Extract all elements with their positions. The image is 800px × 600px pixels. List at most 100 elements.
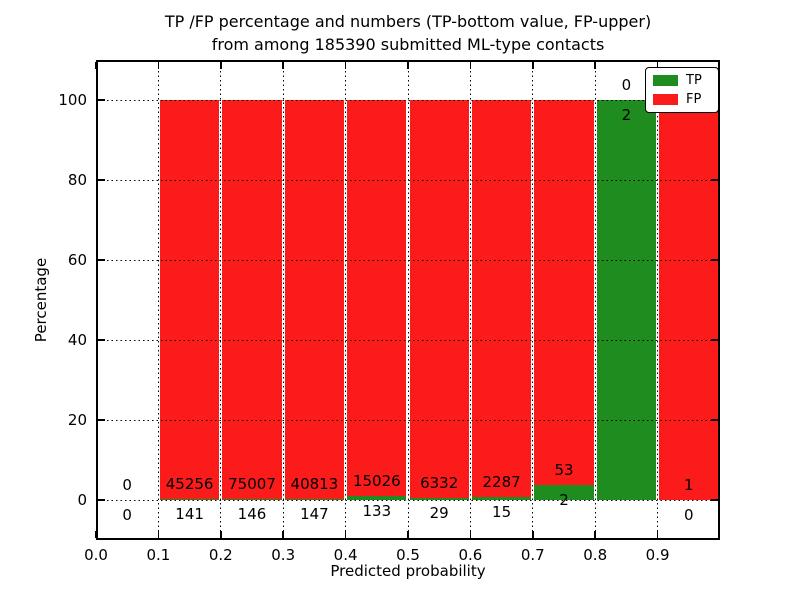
x-tick-mark-top: [95, 62, 97, 69]
y-tick-mark: [98, 499, 105, 501]
legend-label-fp: FP: [686, 91, 702, 107]
tp-bar: [534, 485, 594, 500]
tp-count-label: 2: [621, 106, 632, 124]
x-tick-mark-top: [407, 62, 409, 69]
x-tick-mark-top: [157, 62, 160, 69]
x-axis-label: Predicted probability: [330, 562, 486, 580]
fp-count-label: 6332: [420, 474, 459, 493]
x-tick-mark-top: [344, 62, 347, 69]
vertical-gridline: [282, 62, 284, 538]
vertical-gridline: [407, 62, 409, 538]
vertical-gridline: [594, 62, 596, 538]
tp-bar: [596, 100, 657, 500]
tp-count-label: 146: [237, 505, 267, 524]
fp-count-label: 45256: [165, 474, 214, 493]
y-tick-mark: [98, 259, 105, 261]
y-axis-label: Percentage: [32, 257, 50, 343]
x-tick-mark-top: [220, 62, 222, 69]
chart-title-line2: from among 185390 submitted ML-type cont…: [211, 35, 605, 54]
x-tick-mark: [532, 531, 534, 538]
vertical-gridline: [220, 62, 222, 538]
fp-count-label: 2287: [482, 473, 521, 492]
fp-count-label: 0: [621, 76, 632, 94]
tp-count-label: 15: [492, 503, 512, 522]
horizontal-gridline: [98, 419, 718, 421]
fp-count-label: 40813: [290, 474, 339, 493]
x-tick-label: 0.4: [333, 546, 358, 564]
legend-box: TP FP: [645, 67, 719, 113]
y-tick-mark-right: [711, 419, 718, 421]
y-tick-mark-right: [711, 259, 718, 261]
tp-count-label: 141: [175, 504, 204, 523]
fp-bar: [159, 100, 220, 499]
legend-item-tp: TP: [653, 73, 711, 88]
tp-count-label: 0: [122, 506, 132, 524]
vertical-gridline: [345, 62, 347, 538]
tp-bar: [347, 496, 407, 500]
x-tick-label: 0.0: [84, 546, 108, 564]
tp-bar: [284, 498, 345, 500]
horizontal-gridline: [98, 339, 718, 341]
fp-count-label: 15026: [352, 472, 401, 491]
x-tick-label: 0.1: [146, 546, 171, 564]
x-tick-label: 0.6: [458, 546, 483, 564]
tp-bar: [409, 498, 469, 500]
y-tick-label: 60: [67, 251, 87, 269]
fp-color-swatch: [653, 93, 678, 105]
y-tick-mark: [98, 179, 105, 181]
vertical-gridline: [532, 62, 534, 538]
y-tick-label: 100: [58, 91, 87, 109]
tp-count-label: 133: [362, 502, 392, 521]
x-tick-label: 0.2: [208, 546, 233, 564]
x-tick-mark: [95, 531, 97, 538]
y-tick-mark: [98, 419, 105, 421]
fp-bar: [222, 100, 282, 500]
x-tick-mark: [157, 531, 160, 538]
x-tick-label: 0.9: [645, 546, 670, 564]
tp-bar: [159, 498, 220, 500]
y-tick-mark-right: [711, 179, 718, 181]
y-tick-mark: [98, 99, 105, 101]
x-tick-mark-top: [469, 62, 472, 69]
x-tick-mark: [594, 531, 596, 538]
horizontal-gridline: [98, 499, 718, 501]
fp-bar: [284, 100, 345, 499]
x-tick-label: 0.7: [520, 546, 545, 564]
fp-bar: [659, 100, 719, 500]
fp-bar: [471, 100, 532, 498]
chart-title: TP /FP percentage and numbers (TP-bottom…: [96, 10, 720, 56]
x-tick-label: 0.5: [396, 546, 420, 564]
x-tick-mark: [220, 531, 222, 538]
x-tick-mark-top: [532, 62, 534, 69]
fp-count-label: 75007: [228, 475, 276, 494]
x-tick-mark: [344, 531, 347, 538]
vertical-gridline: [157, 62, 159, 538]
x-tick-label: 0.3: [271, 546, 296, 564]
tp-count-label: 29: [429, 504, 449, 523]
fp-bar: [534, 100, 594, 486]
fp-bar: [347, 100, 407, 497]
x-tick-mark: [469, 531, 472, 538]
tp-count-label: 0: [684, 506, 694, 524]
x-tick-label: 0.8: [583, 546, 608, 564]
x-tick-mark: [656, 531, 659, 538]
tp-color-swatch: [653, 75, 678, 87]
tp-count-label: 2: [559, 491, 569, 510]
fp-count-label: 1: [684, 476, 694, 494]
fp-count-label: 0: [122, 476, 132, 494]
y-tick-label: 20: [67, 411, 87, 429]
horizontal-gridline: [98, 259, 718, 261]
x-tick-mark: [282, 531, 284, 538]
y-tick-mark: [98, 339, 105, 341]
chart-title-line1: TP /FP percentage and numbers (TP-bottom…: [164, 12, 652, 31]
x-tick-mark: [407, 531, 409, 538]
horizontal-gridline: [98, 179, 718, 181]
tp-bar: [471, 497, 532, 500]
fp-bar: [409, 100, 469, 499]
y-tick-label: 80: [67, 171, 87, 189]
y-tick-label: 40: [67, 331, 87, 349]
y-tick-mark-right: [711, 339, 718, 341]
x-tick-mark-top: [282, 62, 284, 69]
vertical-gridline: [469, 62, 471, 538]
